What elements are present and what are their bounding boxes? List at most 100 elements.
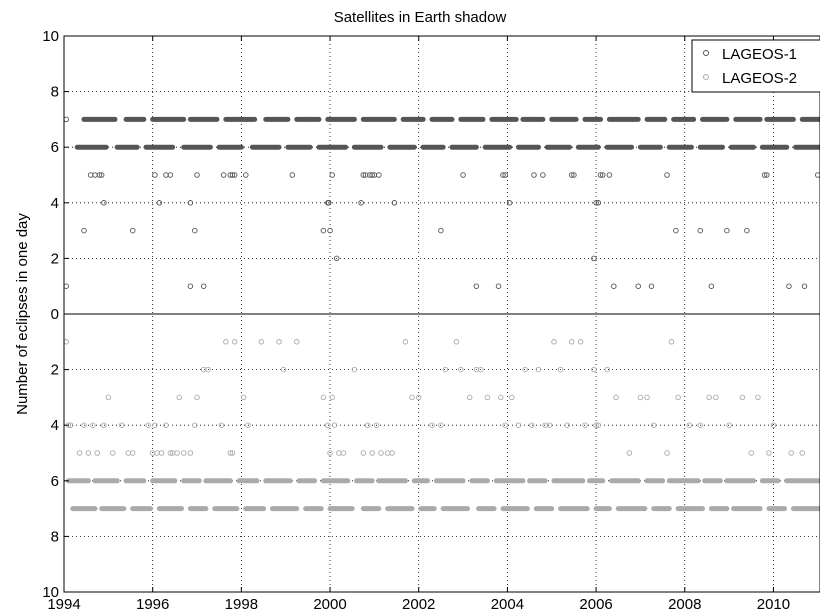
data-point <box>156 200 163 206</box>
data-point <box>611 283 617 289</box>
data-point <box>568 172 575 178</box>
legend-box <box>691 39 820 93</box>
data-point <box>506 200 513 206</box>
data-point <box>110 450 116 456</box>
data-point <box>358 200 364 206</box>
data-point <box>438 227 444 234</box>
x-tick-label: 2006 <box>579 596 612 613</box>
y-tick-label: 6 <box>51 139 59 156</box>
y-tick-label: 4 <box>51 417 59 434</box>
data-point <box>535 366 542 373</box>
data-point <box>415 394 422 401</box>
data-point <box>325 200 332 206</box>
data-point <box>94 450 101 456</box>
data-point <box>551 339 557 345</box>
data-point <box>96 172 103 178</box>
data-point <box>218 422 225 428</box>
data-point <box>105 394 112 401</box>
data-point <box>739 394 746 401</box>
data-point <box>376 172 382 178</box>
data-point <box>595 422 602 428</box>
data-point <box>280 366 287 373</box>
data-point <box>724 227 730 234</box>
legend-label: LAGEOS-1 <box>722 46 797 63</box>
data-point <box>229 450 236 456</box>
data-point <box>163 422 169 428</box>
data-point <box>593 422 599 428</box>
x-tick-label: 2010 <box>757 596 790 613</box>
data-point <box>369 172 375 178</box>
data-point <box>167 172 174 178</box>
data-point <box>706 394 712 401</box>
data-point <box>373 422 380 428</box>
data-point <box>187 450 194 456</box>
data-point <box>799 450 806 456</box>
data-point <box>194 172 200 178</box>
data-point <box>340 450 347 456</box>
y-tick-label: 10 <box>42 584 59 601</box>
data-point <box>644 394 650 401</box>
data-point <box>76 450 83 456</box>
data-point <box>152 422 158 428</box>
data-point <box>786 283 792 289</box>
data-point <box>815 172 820 178</box>
data-point <box>766 450 772 456</box>
data-point <box>484 394 491 401</box>
data-point <box>788 450 794 456</box>
legend-marker <box>703 50 709 56</box>
data-point <box>389 450 395 456</box>
data-point <box>442 366 449 373</box>
data-point <box>531 172 537 178</box>
x-tick-label: 2008 <box>668 596 701 613</box>
data-point <box>192 227 198 234</box>
data-point <box>453 339 460 345</box>
data-point <box>331 422 338 428</box>
data-point <box>606 172 613 178</box>
data-point <box>801 283 808 289</box>
data-point <box>668 339 675 345</box>
data-point <box>81 422 87 428</box>
data-point <box>101 422 107 428</box>
data-point <box>478 366 484 373</box>
data-point <box>176 394 183 401</box>
data-point <box>325 422 331 428</box>
data-point <box>675 394 681 401</box>
x-tick-label: 1998 <box>225 596 258 613</box>
data-point <box>81 227 87 234</box>
data-point <box>158 450 165 456</box>
data-point <box>713 394 719 401</box>
legend-label: LAGEOS-2 <box>722 70 797 87</box>
data-point <box>748 450 755 456</box>
data-point <box>466 394 473 401</box>
x-tick-label: 2002 <box>402 596 435 613</box>
data-point <box>145 422 151 428</box>
data-point <box>118 422 125 428</box>
legend: LAGEOS-1 LAGEOS-2 <box>691 39 820 93</box>
data-point <box>227 450 234 456</box>
data-point <box>568 339 575 345</box>
data-point <box>229 172 236 178</box>
data-point <box>591 255 597 262</box>
data-point <box>460 172 466 178</box>
data-point <box>540 172 546 178</box>
data-point <box>351 366 358 373</box>
data-point <box>546 422 553 428</box>
data-point <box>240 394 247 401</box>
data-point <box>755 394 761 401</box>
data-point <box>673 227 679 234</box>
data-point <box>243 172 249 178</box>
data-point <box>571 172 577 178</box>
data-point <box>152 172 158 178</box>
data-point <box>258 339 265 345</box>
data-point <box>205 366 211 373</box>
data-point <box>604 366 610 373</box>
data-point <box>458 366 464 373</box>
data-point <box>498 394 504 401</box>
data-point <box>360 172 367 178</box>
data-point <box>364 422 371 428</box>
x-tick-label: 1996 <box>136 596 169 613</box>
data-point <box>231 339 238 345</box>
x-tick-label: 2004 <box>491 596 524 613</box>
